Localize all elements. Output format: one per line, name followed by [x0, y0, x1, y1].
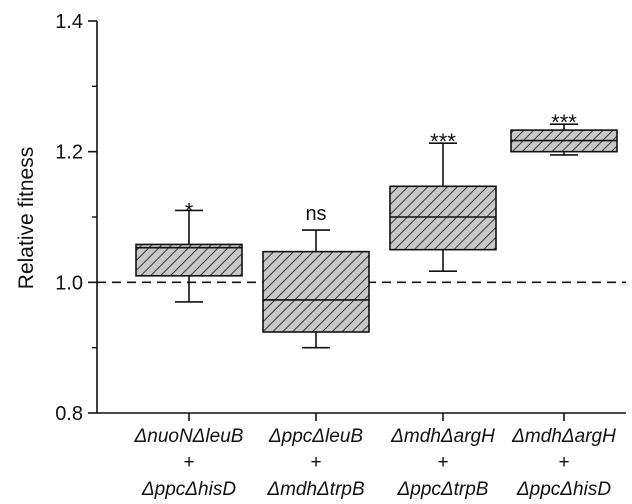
- significance-label: ***: [551, 110, 577, 135]
- x-label-plus: +: [558, 452, 569, 473]
- x-label-top: ΔmdhΔargH: [390, 426, 495, 447]
- x-label-top: ΔmdhΔargH: [511, 426, 616, 447]
- box-iqr: [135, 243, 243, 277]
- x-axis-labels: ΔnuoNΔleuB+ΔppcΔhisDΔppcΔleuB+ΔmdhΔtrpBΔ…: [97, 412, 626, 500]
- x-category-label-2: ΔppcΔleuB + ΔmdhΔtrpB: [266, 413, 365, 500]
- x-label-plus: +: [183, 452, 194, 473]
- box-iqr: [389, 185, 497, 251]
- x-category-label-1: ΔnuoNΔleuB + ΔppcΔhisD: [134, 413, 244, 500]
- x-label-top: ΔppcΔleuB: [268, 426, 363, 447]
- box-3: ***: [389, 129, 497, 273]
- box-2: ns: [262, 203, 370, 349]
- box-iqr: [262, 250, 370, 333]
- y-tick-label: 1.0: [55, 272, 83, 294]
- significance-label: ns: [305, 203, 326, 225]
- x-label-plus: +: [310, 452, 321, 473]
- x-label-bottom: ΔmdhΔtrpB: [266, 479, 365, 500]
- y-tick-label: 1.4: [55, 11, 83, 33]
- x-label-plus: +: [437, 452, 448, 473]
- box-4: ***: [510, 110, 618, 156]
- significance-label: *: [185, 198, 194, 223]
- y-axis: 0.8 1.0 1.2 1.4: [55, 11, 98, 425]
- x-category-label-3: ΔmdhΔargH + ΔppcΔtrpB: [390, 413, 495, 500]
- x-label-bottom: ΔppcΔtrpB: [397, 479, 489, 500]
- significance-label: ***: [430, 129, 456, 154]
- x-category-label-4: ΔmdhΔargH + ΔppcΔhisD: [511, 413, 616, 500]
- x-label-bottom: ΔppcΔhisD: [516, 479, 611, 500]
- x-label-top: ΔnuoNΔleuB: [134, 426, 244, 447]
- y-axis-title: Relative fitness: [15, 147, 38, 289]
- box-series: * ns *** ***: [135, 110, 618, 349]
- box-1: *: [135, 198, 243, 303]
- x-label-bottom: ΔppcΔhisD: [141, 479, 236, 500]
- y-tick-label: 1.2: [55, 142, 83, 164]
- y-tick-label: 0.8: [55, 403, 83, 425]
